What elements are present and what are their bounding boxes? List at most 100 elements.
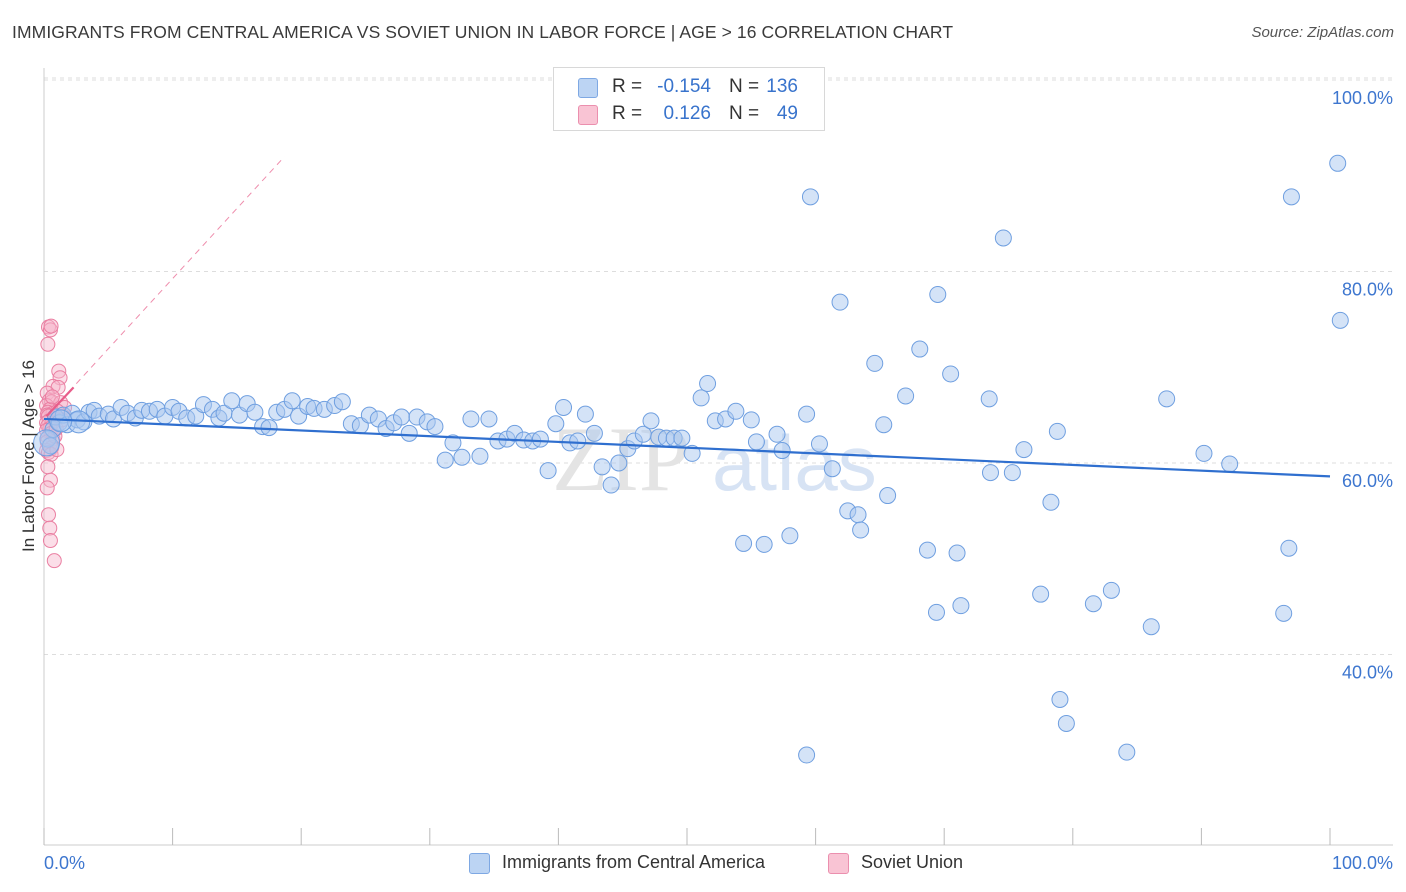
central-america-point <box>1142 618 1160 636</box>
central-america-point <box>727 402 745 420</box>
central-america-point <box>798 746 816 764</box>
central-america-point <box>471 447 489 465</box>
central-america-point <box>1282 188 1300 206</box>
r-value: 0.126 <box>663 103 711 124</box>
central-america-point <box>755 535 773 553</box>
central-america-point <box>480 410 498 428</box>
central-america-point <box>831 293 849 311</box>
central-america-point <box>333 393 351 411</box>
source-credit: Source: ZipAtlas.com <box>1251 24 1394 41</box>
central-america-point <box>875 416 893 434</box>
central-america-point <box>980 390 998 408</box>
central-america-point <box>981 464 999 482</box>
central-america-point <box>260 419 278 437</box>
central-america-point <box>699 375 717 393</box>
r-label: R = <box>612 103 643 124</box>
correlation-stats-box: R = -0.154 N = 136 R = 0.126 N = 49 <box>553 67 825 131</box>
central-america-point <box>1032 585 1050 603</box>
central-america-point <box>1057 714 1075 732</box>
soviet-union-point <box>42 533 58 549</box>
central-america-point <box>569 432 587 450</box>
central-america-point <box>585 424 603 442</box>
central-america-point <box>462 410 480 428</box>
r-label: R = <box>612 76 643 97</box>
central-america-point <box>801 188 819 206</box>
soviet-union-point <box>46 553 62 569</box>
axis-layer: 40.0% 60.0% 80.0% 100.0% 0.0% 100.0% <box>43 68 1393 873</box>
central-america-point <box>1042 493 1060 511</box>
central-america-point <box>576 405 594 423</box>
soviet-union-point <box>44 389 60 405</box>
soviet-union-trend-line <box>45 386 75 417</box>
central-america-point <box>1015 441 1033 459</box>
central-america-point <box>768 425 786 443</box>
central-america-point <box>283 392 301 410</box>
soviet-union-point <box>40 459 56 475</box>
central-america-point <box>593 458 611 476</box>
soviet-union-point <box>39 480 55 496</box>
central-america-point <box>849 506 867 524</box>
soviet-union-point <box>42 472 58 488</box>
central-america-point <box>798 405 816 423</box>
central-america-point <box>610 454 628 472</box>
central-america-point <box>1084 595 1102 613</box>
central-america-point <box>692 389 710 407</box>
central-america-point <box>539 462 557 480</box>
central-america-point <box>555 398 573 416</box>
central-america-point <box>531 430 549 448</box>
central-america-point <box>927 603 945 621</box>
central-america-points <box>33 154 1349 764</box>
zipatlas-watermark: ZIP atlas <box>552 408 877 510</box>
legend-pink-swatch-icon <box>828 853 849 874</box>
central-america-point <box>1048 422 1066 440</box>
central-america-point <box>918 541 936 559</box>
central-america-point <box>948 544 966 562</box>
chart-title: IMMIGRANTS FROM CENTRAL AMERICA VS SOVIE… <box>12 22 954 42</box>
central-america-point <box>866 354 884 372</box>
central-america-point <box>1051 691 1069 709</box>
central-america-point <box>781 527 799 545</box>
soviet-union-point <box>43 318 59 334</box>
central-america-point-large <box>33 429 61 457</box>
central-america-point <box>453 448 471 466</box>
central-america-point <box>1275 604 1293 622</box>
central-america-point <box>773 442 791 460</box>
central-america-point <box>810 435 828 453</box>
central-america-point <box>602 476 620 494</box>
central-america-point <box>426 418 444 436</box>
central-america-point <box>1329 154 1347 172</box>
soviet-union-trend-extension <box>46 156 285 417</box>
legend-label: Soviet Union <box>861 852 964 872</box>
x-tick-label: 100.0% <box>1332 853 1393 873</box>
central-america-point <box>673 429 691 447</box>
central-america-point <box>879 487 897 505</box>
r-value: -0.154 <box>657 76 711 97</box>
central-america-point <box>683 444 701 462</box>
central-america-point <box>1221 455 1239 473</box>
n-value: 136 <box>766 76 798 97</box>
central-america-point <box>942 365 960 383</box>
n-label: N = <box>729 103 760 124</box>
central-america-point <box>823 460 841 478</box>
y-axis-label: In Labor Force | Age > 16 <box>19 360 38 552</box>
central-america-point <box>1331 311 1349 329</box>
central-america-point <box>1118 743 1136 761</box>
n-value: 49 <box>776 103 798 124</box>
blue-swatch-icon <box>578 78 598 98</box>
x-tick-label: 0.0% <box>44 853 85 873</box>
central-america-point <box>436 451 454 469</box>
central-america-point <box>742 411 760 429</box>
central-america-point <box>1102 581 1120 599</box>
soviet-union-point <box>40 336 56 352</box>
central-america-point <box>444 434 462 452</box>
y-tick-label: 40.0% <box>1342 663 1393 683</box>
legend-label: Immigrants from Central America <box>502 852 766 872</box>
central-america-point <box>547 415 565 433</box>
central-america-point <box>952 597 970 615</box>
n-label: N = <box>729 76 760 97</box>
trend-lines <box>43 156 1331 478</box>
central-america-point <box>852 521 870 539</box>
stats-row-blue: R = -0.154 N = 136 <box>554 74 824 100</box>
central-america-point <box>994 229 1012 247</box>
legend-blue-swatch-icon <box>469 853 490 874</box>
